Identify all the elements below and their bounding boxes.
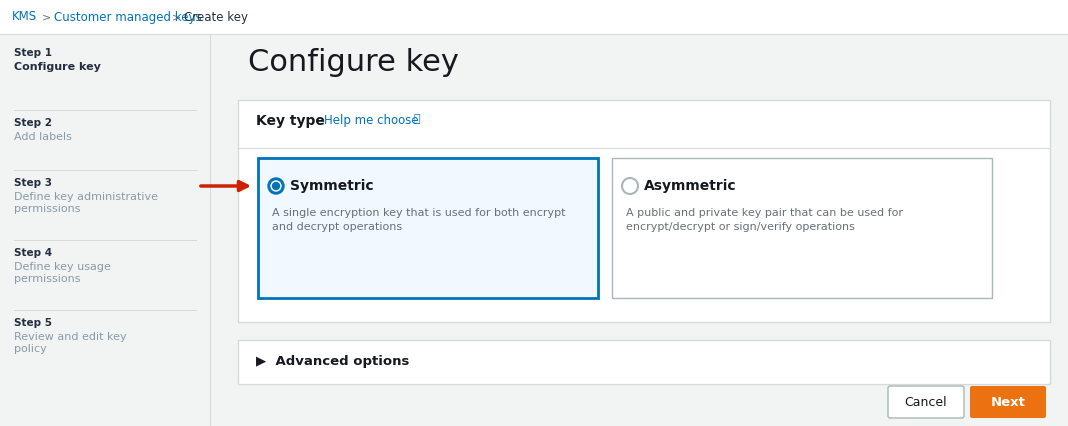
Text: >: > xyxy=(172,12,182,22)
Text: A public and private key pair that can be used for: A public and private key pair that can b… xyxy=(626,208,904,218)
Text: ⧉: ⧉ xyxy=(413,114,420,124)
FancyBboxPatch shape xyxy=(0,0,1068,34)
Circle shape xyxy=(272,182,280,190)
Text: Help me choose: Help me choose xyxy=(324,114,419,127)
Circle shape xyxy=(271,181,281,191)
Text: Add labels: Add labels xyxy=(14,132,72,142)
Text: Review and edit key: Review and edit key xyxy=(14,332,127,342)
Text: Step 2: Step 2 xyxy=(14,118,52,128)
FancyBboxPatch shape xyxy=(888,386,964,418)
Text: Step 5: Step 5 xyxy=(14,318,52,328)
Text: and decrypt operations: and decrypt operations xyxy=(272,222,403,232)
Text: Step 1: Step 1 xyxy=(14,48,52,58)
FancyBboxPatch shape xyxy=(238,340,1050,384)
Text: permissions: permissions xyxy=(14,274,80,284)
Text: Step 4: Step 4 xyxy=(14,248,52,258)
Text: encrypt/decrypt or sign/verify operations: encrypt/decrypt or sign/verify operation… xyxy=(626,222,854,232)
Text: Symmetric: Symmetric xyxy=(290,179,374,193)
FancyBboxPatch shape xyxy=(612,158,992,298)
Circle shape xyxy=(268,178,284,194)
Text: Customer managed keys: Customer managed keys xyxy=(54,11,202,23)
Text: Asymmetric: Asymmetric xyxy=(644,179,737,193)
Text: policy: policy xyxy=(14,344,47,354)
Text: Key type: Key type xyxy=(256,114,325,128)
FancyBboxPatch shape xyxy=(258,158,598,298)
Text: Cancel: Cancel xyxy=(905,395,947,409)
Text: ▶  Advanced options: ▶ Advanced options xyxy=(256,356,409,368)
FancyBboxPatch shape xyxy=(970,386,1046,418)
Text: A single encryption key that is used for both encrypt: A single encryption key that is used for… xyxy=(272,208,565,218)
Text: permissions: permissions xyxy=(14,204,80,214)
Text: Configure key: Configure key xyxy=(248,48,459,77)
Text: Define key usage: Define key usage xyxy=(14,262,111,272)
Text: Define key administrative: Define key administrative xyxy=(14,192,158,202)
Text: Create key: Create key xyxy=(184,11,248,23)
Text: Next: Next xyxy=(990,395,1025,409)
FancyBboxPatch shape xyxy=(0,0,210,426)
FancyBboxPatch shape xyxy=(238,100,1050,322)
Text: Configure key: Configure key xyxy=(14,62,100,72)
Text: KMS: KMS xyxy=(12,11,37,23)
Text: >: > xyxy=(42,12,51,22)
Text: Step 3: Step 3 xyxy=(14,178,52,188)
